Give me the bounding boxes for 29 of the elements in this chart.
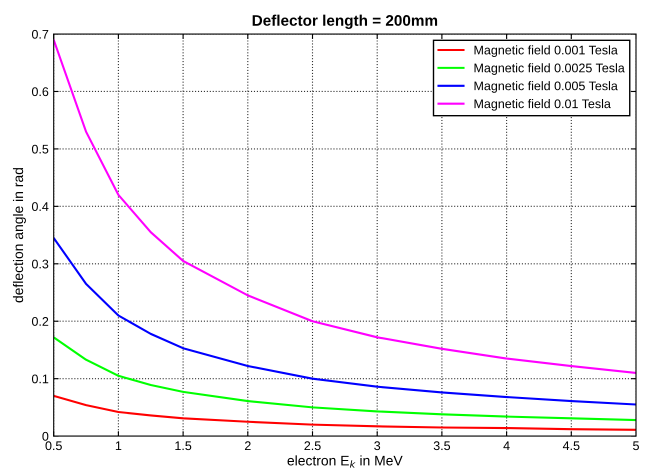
line-series (54, 394, 636, 431)
x-tick-label: 2.5 (304, 441, 321, 450)
x-axis-title: electron E$_{k}$ in MeV (288, 455, 403, 468)
line-series (54, 236, 636, 406)
x-tick-label: 1 (116, 441, 122, 450)
y-tick-label: 0.7 (32, 30, 48, 39)
x-tick-label: 5 (633, 441, 639, 450)
legend-label: Magnetic field 0.005 Tesla (474, 81, 618, 93)
x-tick-label: 2 (244, 441, 251, 450)
y-tick-label: 0.4 (32, 202, 48, 212)
x-tick-label: 4.5 (562, 441, 580, 450)
x-tick-label: 4 (503, 441, 510, 450)
legend-label: Magnetic field 0.01 Tesla (474, 99, 611, 111)
y-tick-label: 0 (42, 432, 48, 441)
x-tick-label: 1.5 (175, 441, 192, 450)
x-tick-label: 3 (374, 441, 380, 450)
y-tick-label: 0.5 (32, 144, 48, 154)
y-tick-label: 0.2 (32, 317, 48, 326)
y-axis-title: deflection angle in rad (12, 168, 26, 302)
y-tick-label: 0.1 (32, 374, 48, 384)
chart-title: Deflector length = 200mm (252, 14, 438, 29)
y-tick-label: 0.6 (32, 87, 48, 96)
legend-label: Magnetic field 0.0025 Tesla (474, 63, 625, 75)
line-series (54, 336, 636, 422)
legend-label: Magnetic field 0.001 Tesla (474, 45, 618, 57)
x-tick-label: 0.5 (46, 441, 62, 450)
y-tick-label: 0.3 (32, 260, 48, 268)
line-series (54, 38, 636, 374)
x-tick-label: 3.5 (434, 441, 450, 450)
